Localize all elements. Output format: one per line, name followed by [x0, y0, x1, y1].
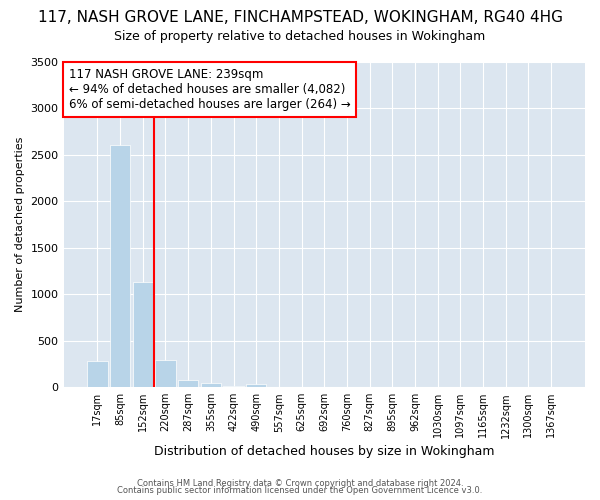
Y-axis label: Number of detached properties: Number of detached properties: [15, 136, 25, 312]
Bar: [200, 383, 221, 387]
Bar: [133, 282, 153, 387]
Bar: [87, 361, 107, 387]
Bar: [223, 386, 244, 387]
Text: 117, NASH GROVE LANE, FINCHAMPSTEAD, WOKINGHAM, RG40 4HG: 117, NASH GROVE LANE, FINCHAMPSTEAD, WOK…: [37, 10, 563, 25]
Bar: [246, 384, 266, 387]
Bar: [178, 380, 199, 387]
Text: Contains public sector information licensed under the Open Government Licence v3: Contains public sector information licen…: [118, 486, 482, 495]
Text: Size of property relative to detached houses in Wokingham: Size of property relative to detached ho…: [115, 30, 485, 43]
X-axis label: Distribution of detached houses by size in Wokingham: Distribution of detached houses by size …: [154, 444, 494, 458]
Text: 117 NASH GROVE LANE: 239sqm
← 94% of detached houses are smaller (4,082)
6% of s: 117 NASH GROVE LANE: 239sqm ← 94% of det…: [69, 68, 350, 111]
Bar: [155, 360, 176, 387]
Text: Contains HM Land Registry data © Crown copyright and database right 2024.: Contains HM Land Registry data © Crown c…: [137, 478, 463, 488]
Bar: [110, 145, 130, 387]
